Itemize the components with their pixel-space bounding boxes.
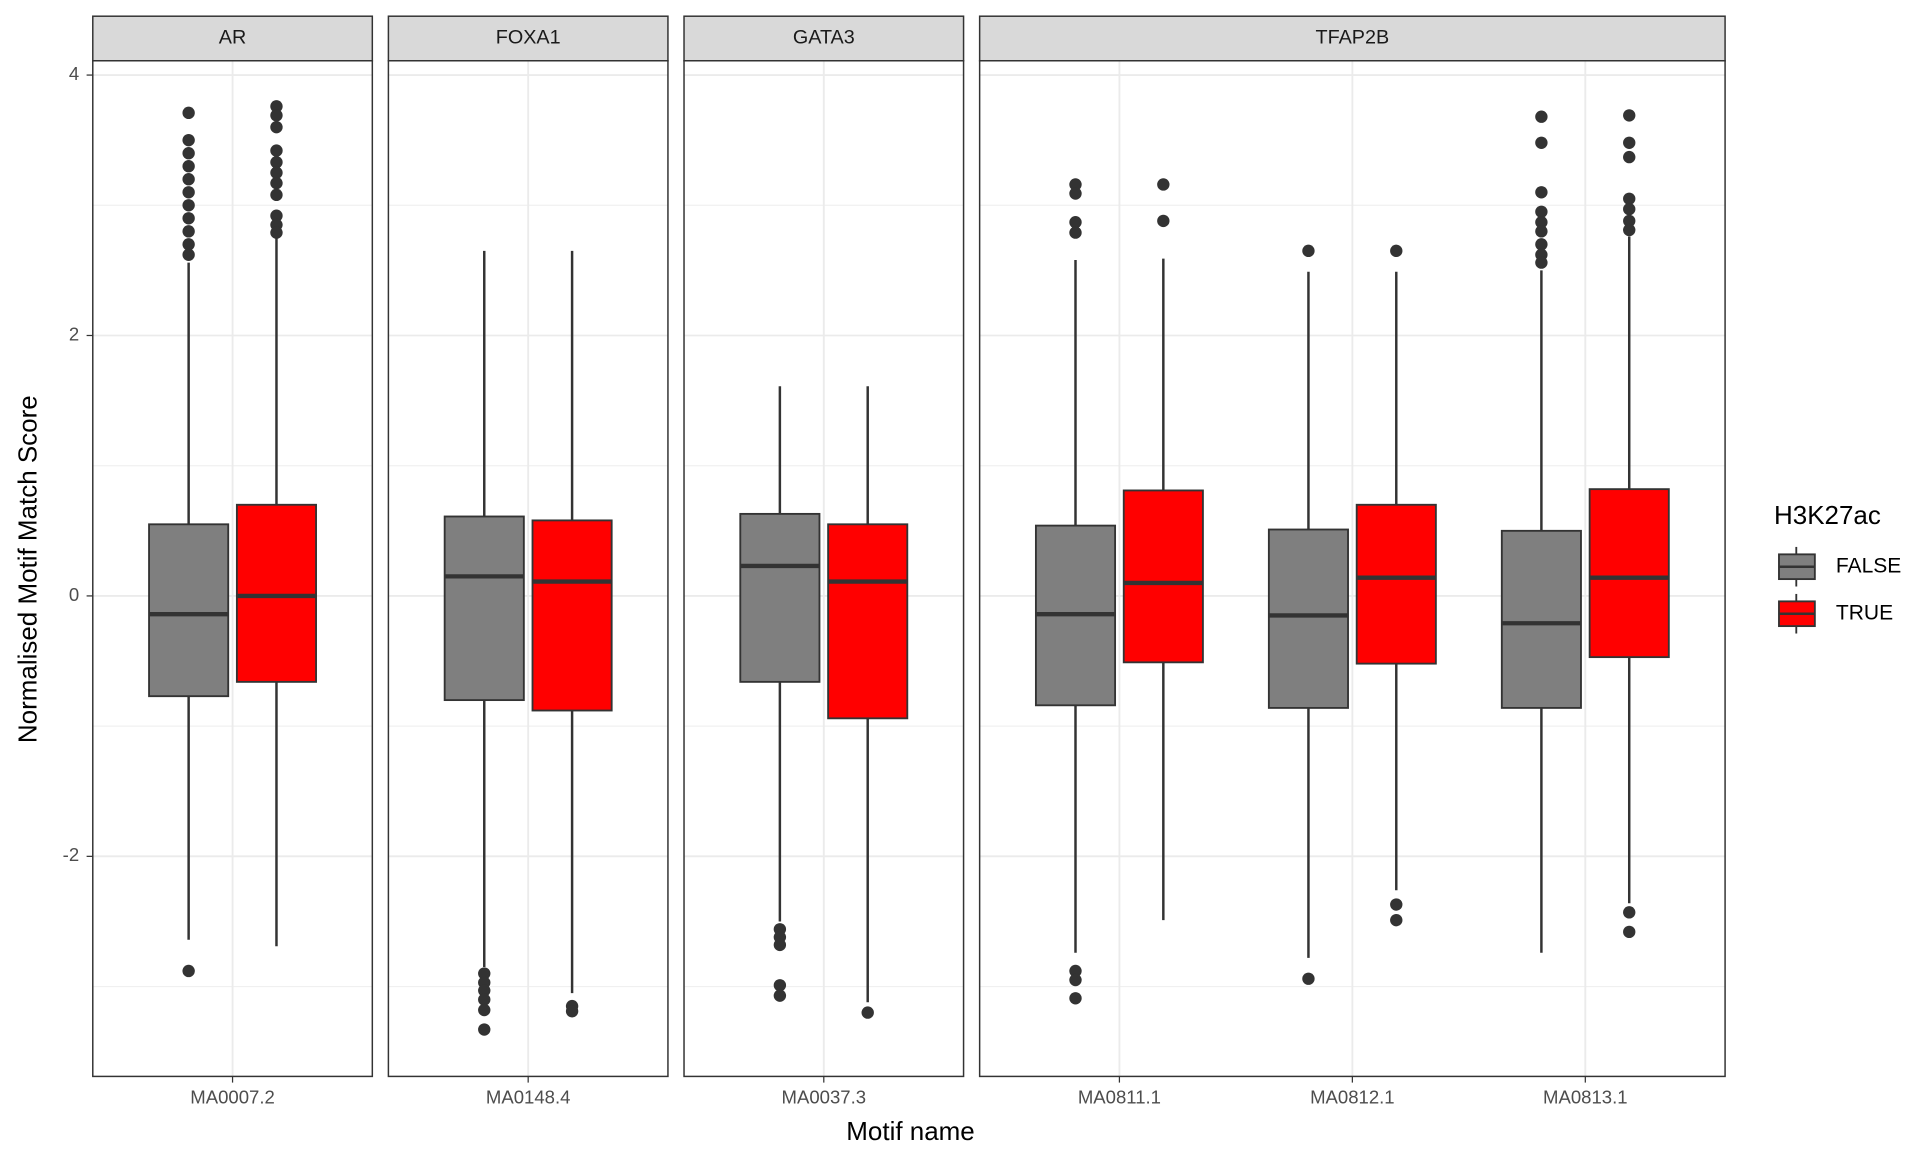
box xyxy=(1500,529,1582,709)
outlier xyxy=(182,106,195,120)
outlier xyxy=(1069,178,1082,191)
outlier xyxy=(1535,216,1548,229)
outlier xyxy=(270,120,283,134)
outlier xyxy=(1535,205,1548,218)
outlier xyxy=(1157,214,1170,228)
y-axis-title: Normalised Motif Match Score xyxy=(13,395,43,743)
y-tick-label: 0 xyxy=(69,584,79,605)
outlier xyxy=(1157,178,1170,191)
outlier xyxy=(1535,110,1548,123)
strip-label: GATA3 xyxy=(793,27,855,49)
strip xyxy=(978,15,1726,62)
x-tick-label: MA0813.1 xyxy=(1543,1087,1628,1108)
outlier xyxy=(1535,186,1548,199)
strip xyxy=(92,15,374,62)
y-tick-label: 2 xyxy=(69,323,79,344)
box xyxy=(1355,503,1437,665)
outlier xyxy=(478,993,491,1006)
outlier xyxy=(182,160,195,173)
outlier xyxy=(1535,225,1548,238)
outlier xyxy=(1390,898,1403,911)
strip xyxy=(683,15,965,62)
outlier xyxy=(1623,214,1636,228)
outlier xyxy=(182,238,195,251)
strip-label: AR xyxy=(219,27,246,49)
outlier xyxy=(182,147,195,160)
outlier xyxy=(182,212,195,225)
outlier xyxy=(270,188,283,202)
outlier xyxy=(182,225,195,238)
strip-label: TFAP2B xyxy=(1316,27,1390,49)
outlier xyxy=(565,1005,579,1018)
outlier xyxy=(478,967,491,980)
outlier xyxy=(270,156,283,169)
outlier xyxy=(1302,244,1315,258)
outlier xyxy=(270,209,283,222)
outlier xyxy=(182,186,195,199)
outlier xyxy=(773,989,787,1002)
outlier xyxy=(773,979,787,992)
outlier xyxy=(861,1006,874,1019)
outlier xyxy=(1535,256,1548,269)
outlier xyxy=(1069,992,1082,1005)
outlier xyxy=(270,166,283,179)
box xyxy=(1588,488,1670,659)
outlier xyxy=(1390,244,1403,258)
box xyxy=(235,503,317,683)
x-tick-label: MA0811.1 xyxy=(1078,1087,1161,1108)
y-tick-label: 4 xyxy=(69,63,79,84)
y-tick-label: -2 xyxy=(63,844,80,865)
outlier xyxy=(270,109,283,122)
box xyxy=(1122,489,1204,664)
x-tick-label: MA0007.2 xyxy=(190,1087,275,1108)
outlier xyxy=(1623,203,1636,216)
outlier xyxy=(270,176,283,190)
outlier xyxy=(270,144,283,157)
outlier xyxy=(1623,192,1636,205)
strip xyxy=(387,15,669,62)
outlier xyxy=(1623,136,1636,149)
x-tick-label: MA0148.4 xyxy=(486,1087,571,1108)
legend-label: FALSE xyxy=(1836,554,1901,577)
outlier xyxy=(1302,972,1315,985)
outlier xyxy=(1535,238,1548,251)
outlier xyxy=(1390,913,1403,927)
box xyxy=(827,523,909,720)
outlier xyxy=(1623,150,1636,164)
outlier xyxy=(478,984,491,997)
outlier xyxy=(182,248,195,261)
x-tick-label: MA0812.1 xyxy=(1310,1087,1395,1108)
outlier xyxy=(270,100,283,113)
outlier xyxy=(1623,925,1636,939)
outlier xyxy=(773,938,787,952)
legend-label: TRUE xyxy=(1836,601,1893,624)
outlier xyxy=(1069,187,1082,200)
x-tick-label: MA0037.3 xyxy=(782,1087,867,1108)
outlier xyxy=(1623,906,1636,919)
outlier xyxy=(1069,226,1082,239)
box xyxy=(1267,528,1349,709)
outlier xyxy=(1069,216,1082,229)
box xyxy=(531,519,613,712)
outlier xyxy=(270,226,283,239)
outlier xyxy=(1069,973,1082,987)
outlier xyxy=(478,1023,491,1036)
outlier xyxy=(182,964,195,978)
outlier xyxy=(182,133,195,147)
outlier xyxy=(1535,136,1548,149)
x-axis-title: Motif name xyxy=(846,1116,974,1146)
outlier xyxy=(1623,223,1636,237)
outlier xyxy=(182,199,195,212)
strip-label: FOXA1 xyxy=(496,27,561,49)
legend-title: H3K27ac xyxy=(1774,500,1881,530)
box xyxy=(739,512,821,683)
outlier xyxy=(478,1003,491,1017)
outlier xyxy=(1623,109,1636,122)
box xyxy=(148,523,230,698)
outlier xyxy=(1069,964,1082,978)
box xyxy=(443,515,525,702)
outlier xyxy=(182,173,195,186)
